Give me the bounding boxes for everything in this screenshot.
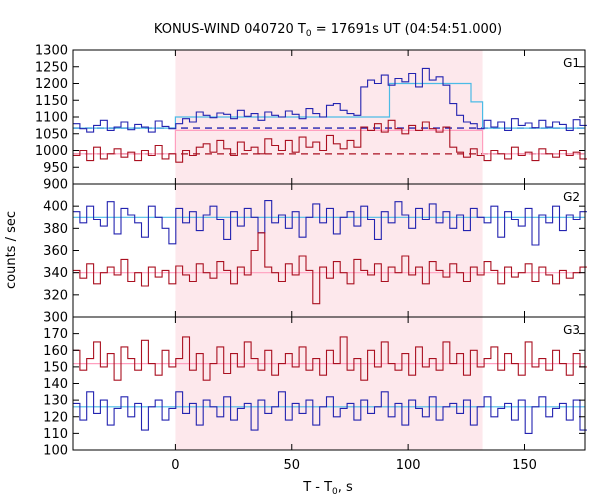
g3-ytick-label-130: 130 [43,394,68,409]
g2-ytick-label-380: 380 [43,222,68,237]
x-axis-label-subscript: 0 [332,487,338,497]
g1-ytick-label-900: 900 [43,178,68,193]
g1-ytick-label-1250: 1250 [35,60,68,75]
series-layer [73,67,587,434]
chart-title: KONUS-WIND 040720 T0 = 17691s UT (04:54:… [154,22,502,39]
chart-title-rest: = 17691s UT (04:54:51.000) [312,22,502,37]
g1-panel-label: G1 [563,56,580,70]
g2-series-blue [73,200,587,246]
g3-series-blue [73,391,587,434]
g1-ytick-label-1300: 1300 [35,44,68,59]
g1-ytick-label-1100: 1100 [35,111,68,126]
g1-ytick-label-1000: 1000 [35,144,68,159]
shaded-interval-layer [175,50,483,450]
g1-ytick-label-1200: 1200 [35,77,68,92]
g2-ytick-label-320: 320 [43,288,68,303]
g3-ytick-label-160: 160 [43,344,68,359]
g2-ytick-label-400: 400 [43,200,68,215]
xtick-label-150: 150 [512,458,537,473]
g1-fit-light_blue [73,82,585,129]
g2-series-red [73,232,587,305]
x-axis-label-rest: , s [338,480,353,495]
g2-panel-label: G2 [563,190,580,204]
x-axis-label: T - T0, s [302,480,353,497]
g1-series-red [73,119,587,163]
g1-series-blue [73,67,587,133]
xtick-label-0: 0 [171,458,179,473]
chart-title-main: KONUS-WIND 040720 T [154,22,306,37]
g3-series-red [73,336,587,381]
g3-ytick-label-100: 100 [43,444,68,459]
g3-ytick-label-140: 140 [43,377,68,392]
g3-panel-label: G3 [563,323,580,337]
ticks-layer: 9009501000105011001150120012501300300320… [35,44,585,473]
g1-ytick-label-950: 950 [43,161,68,176]
y-axis-label: counts / sec [4,211,19,289]
g3-ytick-label-150: 150 [43,360,68,375]
g2-ytick-label-300: 300 [43,311,68,326]
shaded-burst-interval [175,50,483,450]
xtick-label-100: 100 [396,458,421,473]
g3-ytick-label-120: 120 [43,410,68,425]
g3-ytick-label-110: 110 [43,427,68,442]
xtick-label-50: 50 [283,458,300,473]
chart-title-subscript: 0 [306,29,312,39]
g3-ytick-label-170: 170 [43,327,68,342]
g1-ytick-label-1150: 1150 [35,94,68,109]
g2-ytick-label-340: 340 [43,266,68,281]
g2-ytick-label-360: 360 [43,244,68,259]
x-axis-label-main: T - T [302,480,332,495]
g1-ytick-label-1050: 1050 [35,127,68,142]
